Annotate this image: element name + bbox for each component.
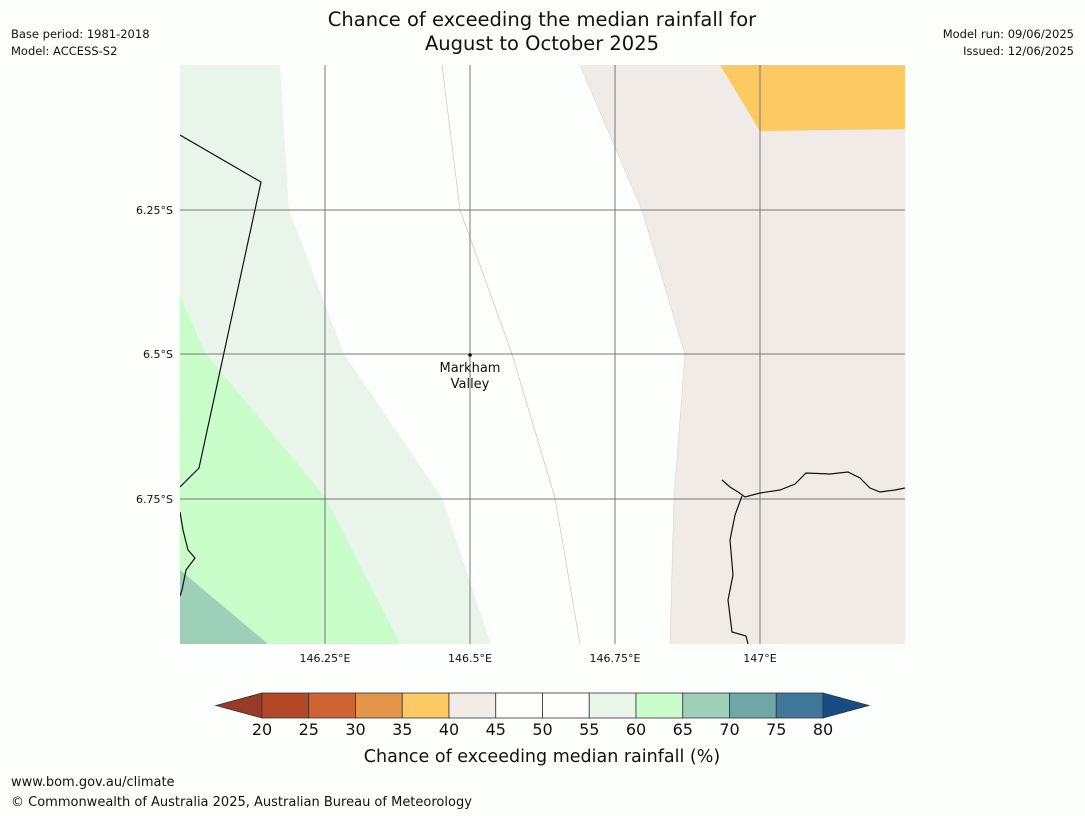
colorbar-bin — [261, 692, 310, 719]
colorbar-bin — [448, 692, 497, 719]
province-boundary — [180, 134, 262, 488]
colorbar-bin — [542, 692, 590, 719]
model-name: Model: ACCESS-S2 — [11, 44, 118, 58]
colorbar-bin — [635, 692, 684, 719]
lon-label: 146.5°E — [448, 652, 492, 665]
title-line-1: Chance of exceeding the median rainfall … — [327, 8, 757, 31]
colorbar-tick-label: 25 — [299, 720, 319, 739]
colorbar: 20 25 30 35 40 45 50 55 60 65 70 75 80 Chance of exc… — [214, 692, 871, 767]
colorbar-tick-label: 50 — [532, 720, 552, 739]
title-line-2: August to October 2025 — [424, 32, 660, 55]
place-label-line-2: Valley — [451, 377, 490, 392]
colorbar-bin — [682, 692, 730, 719]
colorbar-tick-label: 35 — [392, 720, 412, 739]
colorbar-tick-label: 20 — [252, 720, 272, 739]
region-60-65 — [180, 296, 400, 644]
map-title: Chance of exceeding the median rainfall … — [242, 8, 842, 56]
lon-label: 147°E — [743, 652, 776, 665]
colorbar-bins — [261, 692, 824, 719]
lat-label: 6.25°S — [136, 204, 173, 217]
lat-label: 6.5°S — [143, 348, 173, 361]
colorbar-tick-label: 65 — [673, 720, 693, 739]
region-65-70 — [180, 570, 268, 644]
map-area — [180, 65, 905, 644]
colorbar-bin — [355, 692, 403, 719]
issued-date: Issued: 12/06/2025 — [963, 44, 1074, 58]
colorbar-tick-label: 80 — [813, 720, 833, 739]
model-run: Model run: 09/06/2025 — [942, 27, 1074, 41]
colorbar-tick-label: 40 — [439, 720, 459, 739]
meta-right: Model run: 09/06/2025 Issued: 12/06/2025 — [943, 26, 1074, 60]
colorbar-bin — [308, 692, 356, 719]
colorbar-bin — [495, 692, 543, 719]
colorbar-tick-label: 55 — [579, 720, 599, 739]
colorbar-tick-label: 60 — [626, 720, 646, 739]
colorbar-tick-label: 30 — [345, 720, 365, 739]
colorbar-bin — [775, 692, 824, 719]
region-35-40 — [720, 65, 905, 131]
place-marker-dot — [468, 353, 472, 357]
colorbar-bin — [588, 692, 637, 719]
footer-copyright: © Commonwealth of Australia 2025, Austra… — [11, 795, 472, 810]
colorbar-tick-label: 75 — [766, 720, 786, 739]
coastline-west — [180, 511, 196, 597]
colorbar-title: Chance of exceeding median rainfall (%) — [364, 747, 720, 767]
coastline-east — [721, 471, 905, 498]
colorbar-tick-label: 45 — [486, 720, 506, 739]
place-label-line-1: Markham — [440, 361, 501, 376]
colorbar-under-arrow — [214, 692, 263, 719]
river — [727, 495, 749, 644]
meta-left: Base period: 1981-2018 Model: ACCESS-S2 — [11, 26, 150, 60]
colorbar-ticks: 20 25 30 35 40 45 50 55 60 65 70 75 80 — [252, 720, 833, 739]
colorbar-bin — [401, 692, 450, 719]
base-period: Base period: 1981-2018 — [11, 27, 150, 41]
colorbar-tick-label: 70 — [719, 720, 739, 739]
colorbar-over-arrow — [822, 692, 871, 719]
footer-url: www.bom.gov.au/climate — [11, 775, 175, 790]
lat-label: 6.75°S — [136, 493, 173, 506]
lon-label: 146.75°E — [590, 652, 641, 665]
lon-label: 146.25°E — [300, 652, 351, 665]
colorbar-bin — [729, 692, 777, 719]
